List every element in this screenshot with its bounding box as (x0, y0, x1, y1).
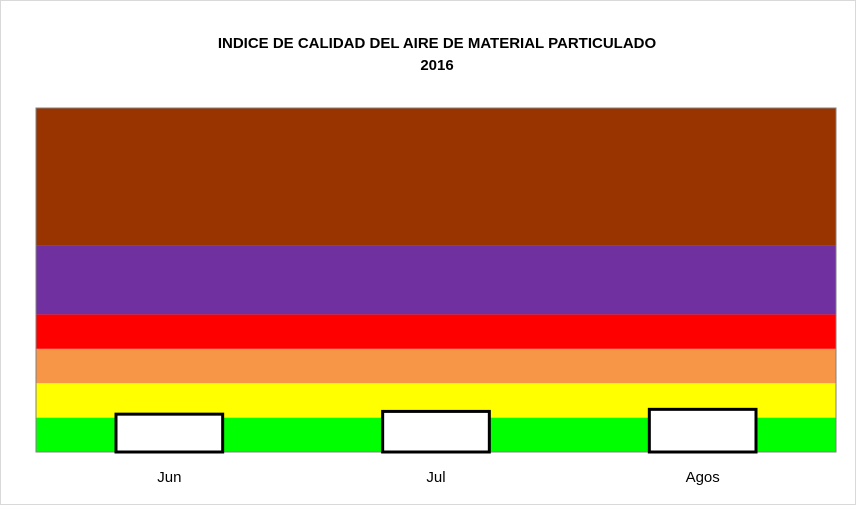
quality-band (36, 245, 836, 315)
chart-subtitle: 2016 (420, 57, 453, 74)
quality-band (36, 108, 836, 246)
x-tick-label: Agos (686, 469, 720, 486)
chart-title: INDICE DE CALIDAD DEL AIRE DE MATERIAL P… (218, 35, 657, 52)
bar (114, 412, 225, 454)
quality-band (36, 348, 836, 384)
x-tick-label: Jul (426, 469, 445, 486)
x-tick-label: Jun (157, 469, 181, 486)
quality-band (36, 314, 836, 349)
bar (647, 407, 758, 454)
bar (381, 409, 491, 454)
